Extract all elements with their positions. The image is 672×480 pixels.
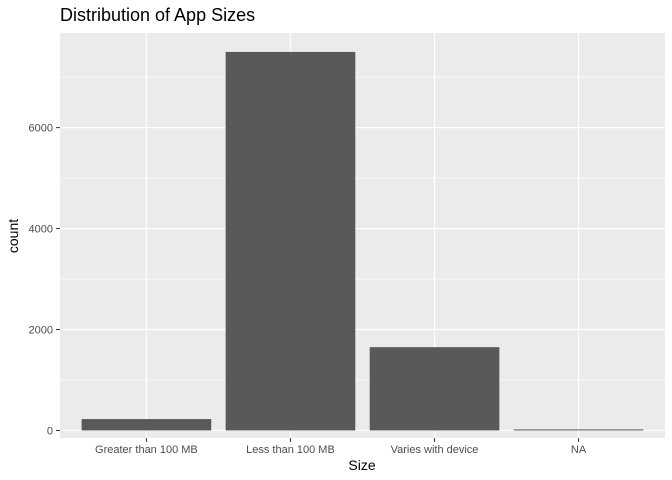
bars bbox=[81, 51, 644, 431]
bar-greater-than-100-mb bbox=[81, 419, 212, 431]
y-axis: 0 2000 4000 6000 bbox=[29, 123, 60, 437]
y-tick-label: 2000 bbox=[29, 324, 53, 336]
x-tick-label: Greater than 100 MB bbox=[95, 444, 198, 456]
x-tick-label: NA bbox=[571, 444, 587, 456]
plot-panel bbox=[60, 33, 665, 438]
x-tick-label: Less than 100 MB bbox=[246, 444, 335, 456]
y-tick-label: 0 bbox=[47, 425, 53, 437]
bar-na bbox=[513, 429, 644, 431]
y-tick-label: 6000 bbox=[29, 123, 53, 135]
bar-less-than-100-mb bbox=[225, 51, 356, 431]
x-axis: Greater than 100 MB Less than 100 MB Varie… bbox=[95, 438, 587, 456]
grid-minor bbox=[60, 76, 665, 381]
x-tick-label: Varies with device bbox=[391, 444, 479, 456]
bar-varies-with-device bbox=[369, 347, 500, 431]
chart-title: Distribution of App Sizes bbox=[60, 5, 255, 25]
y-tick-label: 4000 bbox=[29, 224, 53, 236]
y-axis-title: count bbox=[5, 219, 21, 253]
x-axis-title: Size bbox=[348, 457, 375, 473]
